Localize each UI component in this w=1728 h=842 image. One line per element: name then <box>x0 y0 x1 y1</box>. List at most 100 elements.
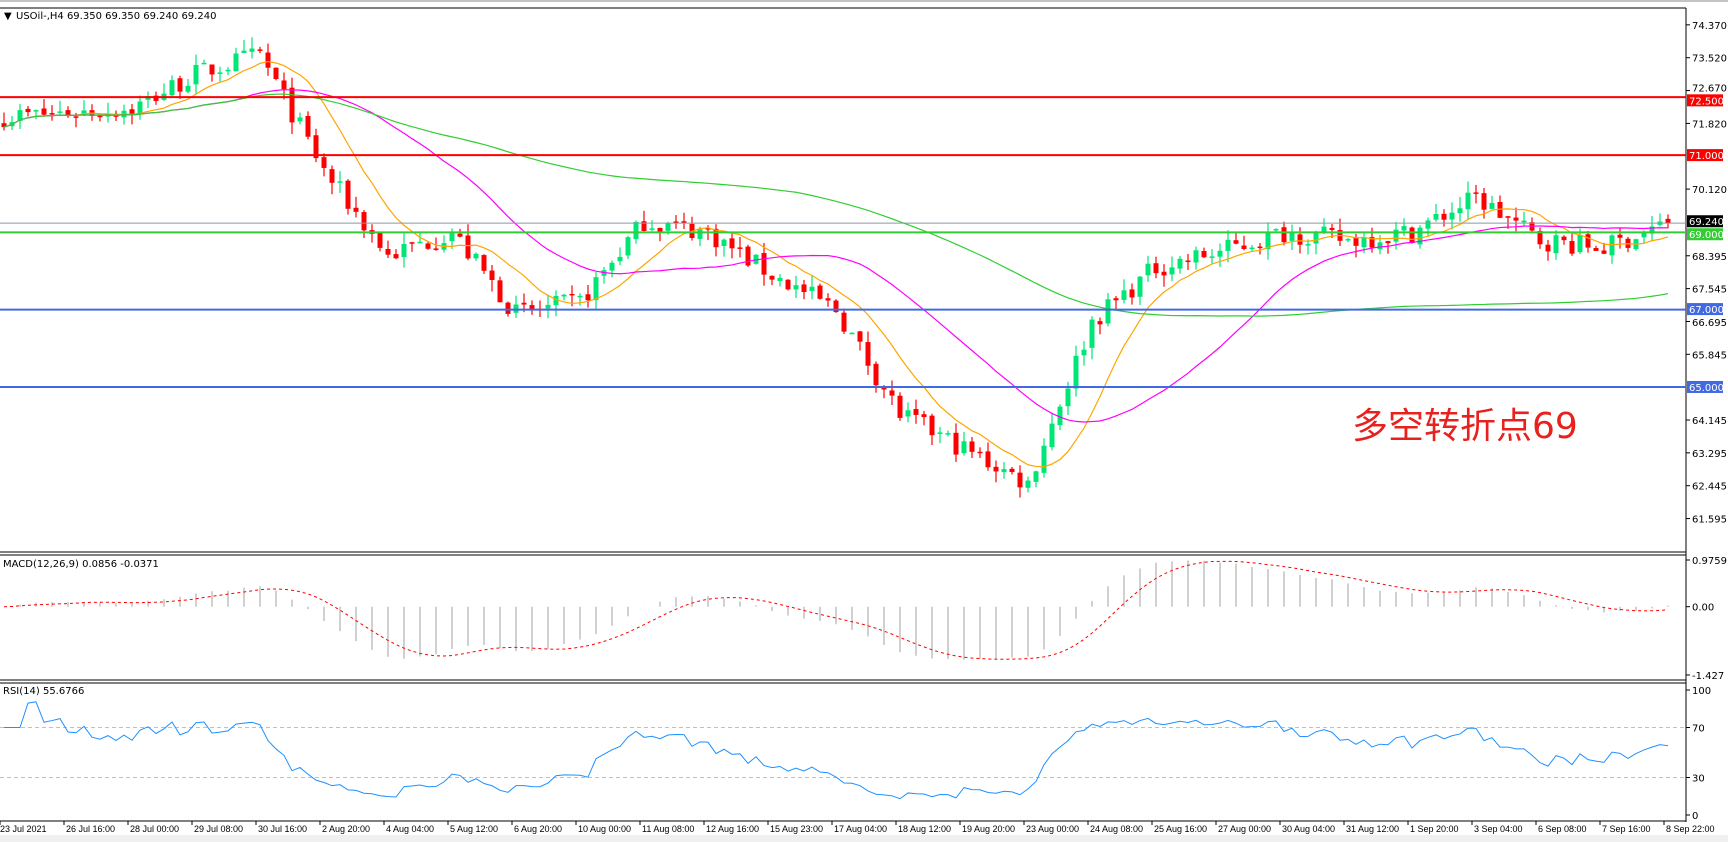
candle-body <box>1497 201 1503 218</box>
header-arrow-icon[interactable]: ▼ <box>4 11 12 22</box>
candle-body <box>1121 290 1127 300</box>
time-tick-label: 23 Aug 00:00 <box>1026 824 1079 834</box>
level-label-bg <box>1687 303 1723 316</box>
price-tick-label: 65.845 <box>1692 350 1727 361</box>
time-tick-label: 5 Aug 12:00 <box>450 824 498 834</box>
candle-body <box>249 48 255 52</box>
time-tick-label: 25 Aug 16:00 <box>1154 824 1207 834</box>
time-tick-label: 26 Jul 16:00 <box>66 824 115 834</box>
candle-body <box>1025 480 1031 488</box>
candle-body <box>1377 242 1383 250</box>
candle-body <box>977 451 983 454</box>
candle-body <box>609 262 615 271</box>
candle-body <box>809 286 815 292</box>
candle-body <box>417 241 423 244</box>
time-tick-label: 12 Aug 16:00 <box>706 824 759 834</box>
candle-body <box>1105 299 1111 324</box>
candle-body <box>1353 237 1359 246</box>
candle-body <box>1153 263 1159 274</box>
macd-panel <box>3 560 1669 660</box>
candle-body <box>1249 247 1255 250</box>
candle-body <box>1017 472 1023 488</box>
candle-body <box>97 114 103 118</box>
candle-body <box>1585 234 1591 248</box>
time-tick-label: 28 Jul 00:00 <box>130 824 179 834</box>
rsi-panel <box>0 701 1686 800</box>
candle-body <box>857 331 863 342</box>
level-label-bg <box>1687 149 1723 162</box>
candle-body <box>825 298 831 301</box>
candle-body <box>289 87 295 123</box>
candle-body <box>1345 239 1351 241</box>
candle-body <box>513 304 519 313</box>
candle-body <box>41 108 47 115</box>
candle-body <box>777 277 783 282</box>
annotation-text: 多空转折点69 <box>1352 406 1578 447</box>
candle-body <box>1233 240 1239 244</box>
time-tick-label: 17 Aug 04:00 <box>834 824 887 834</box>
candle-body <box>305 115 311 137</box>
price-tick-label: 72.670 <box>1692 83 1727 94</box>
candle-body <box>745 246 751 266</box>
level-label: 72.500 <box>1689 96 1724 107</box>
candle-body <box>785 279 791 290</box>
time-tick-label: 6 Sep 08:00 <box>1538 824 1587 834</box>
price-tick-label: 61.595 <box>1692 515 1727 526</box>
candle-body <box>1641 232 1647 238</box>
level-label: 69.000 <box>1689 230 1724 241</box>
candle-body <box>929 415 935 436</box>
level-label: 65.000 <box>1689 383 1724 394</box>
candle-body <box>1241 245 1247 249</box>
candle-body <box>1073 355 1079 389</box>
candle-body <box>1193 250 1199 263</box>
candle-body <box>721 239 727 247</box>
candle-body <box>209 64 215 75</box>
candle-body <box>729 238 735 249</box>
candle-body <box>1257 246 1263 249</box>
time-tick-label: 30 Aug 04:00 <box>1282 824 1335 834</box>
macd-title: MACD(12,26,9) 0.0856 -0.0371 <box>3 559 159 570</box>
price-tick-label: 71.820 <box>1692 119 1727 130</box>
candle-body <box>1369 237 1375 248</box>
price-tick-label: 74.370 <box>1692 21 1727 32</box>
rsi-tick-label: 30 <box>1692 774 1705 785</box>
candle-body <box>489 270 495 280</box>
candle-body <box>697 229 703 239</box>
candle-body <box>593 277 599 301</box>
candle-body <box>1457 208 1463 214</box>
candle-body <box>1041 445 1047 473</box>
candle-body <box>241 50 247 53</box>
candle-body <box>881 387 887 390</box>
candle-body <box>385 249 391 255</box>
candle-body <box>985 451 991 468</box>
rsi-tick-label: 0 <box>1692 811 1698 822</box>
level-label-bg <box>1687 228 1723 241</box>
candle-body <box>1665 218 1671 224</box>
candle-body <box>201 62 207 65</box>
candle-body <box>1649 226 1655 234</box>
candle-body <box>1273 229 1279 231</box>
candle-body <box>561 294 567 297</box>
candle-body <box>1553 235 1559 254</box>
candle-body <box>1569 241 1575 254</box>
candle-body <box>529 305 535 310</box>
candle-body <box>361 212 367 231</box>
candle-body <box>889 390 895 396</box>
candle-body <box>1561 236 1567 241</box>
candle-body <box>1481 193 1487 210</box>
price-tick-label: 67.545 <box>1692 285 1727 296</box>
time-tick-label: 15 Aug 23:00 <box>770 824 823 834</box>
candle-body <box>681 221 687 223</box>
candle-body <box>1361 237 1367 248</box>
candle-body <box>873 363 879 386</box>
time-tick-label: 2 Aug 20:00 <box>322 824 370 834</box>
candle-body <box>1177 258 1183 269</box>
axes: 74.370 73.520 72.670 72.500 71.820 71.000 70.1… <box>0 21 1727 834</box>
candle-body <box>713 228 719 248</box>
candle-body <box>705 228 711 230</box>
candle-body <box>1441 213 1447 220</box>
time-tick-label: 24 Aug 08:00 <box>1090 824 1143 834</box>
